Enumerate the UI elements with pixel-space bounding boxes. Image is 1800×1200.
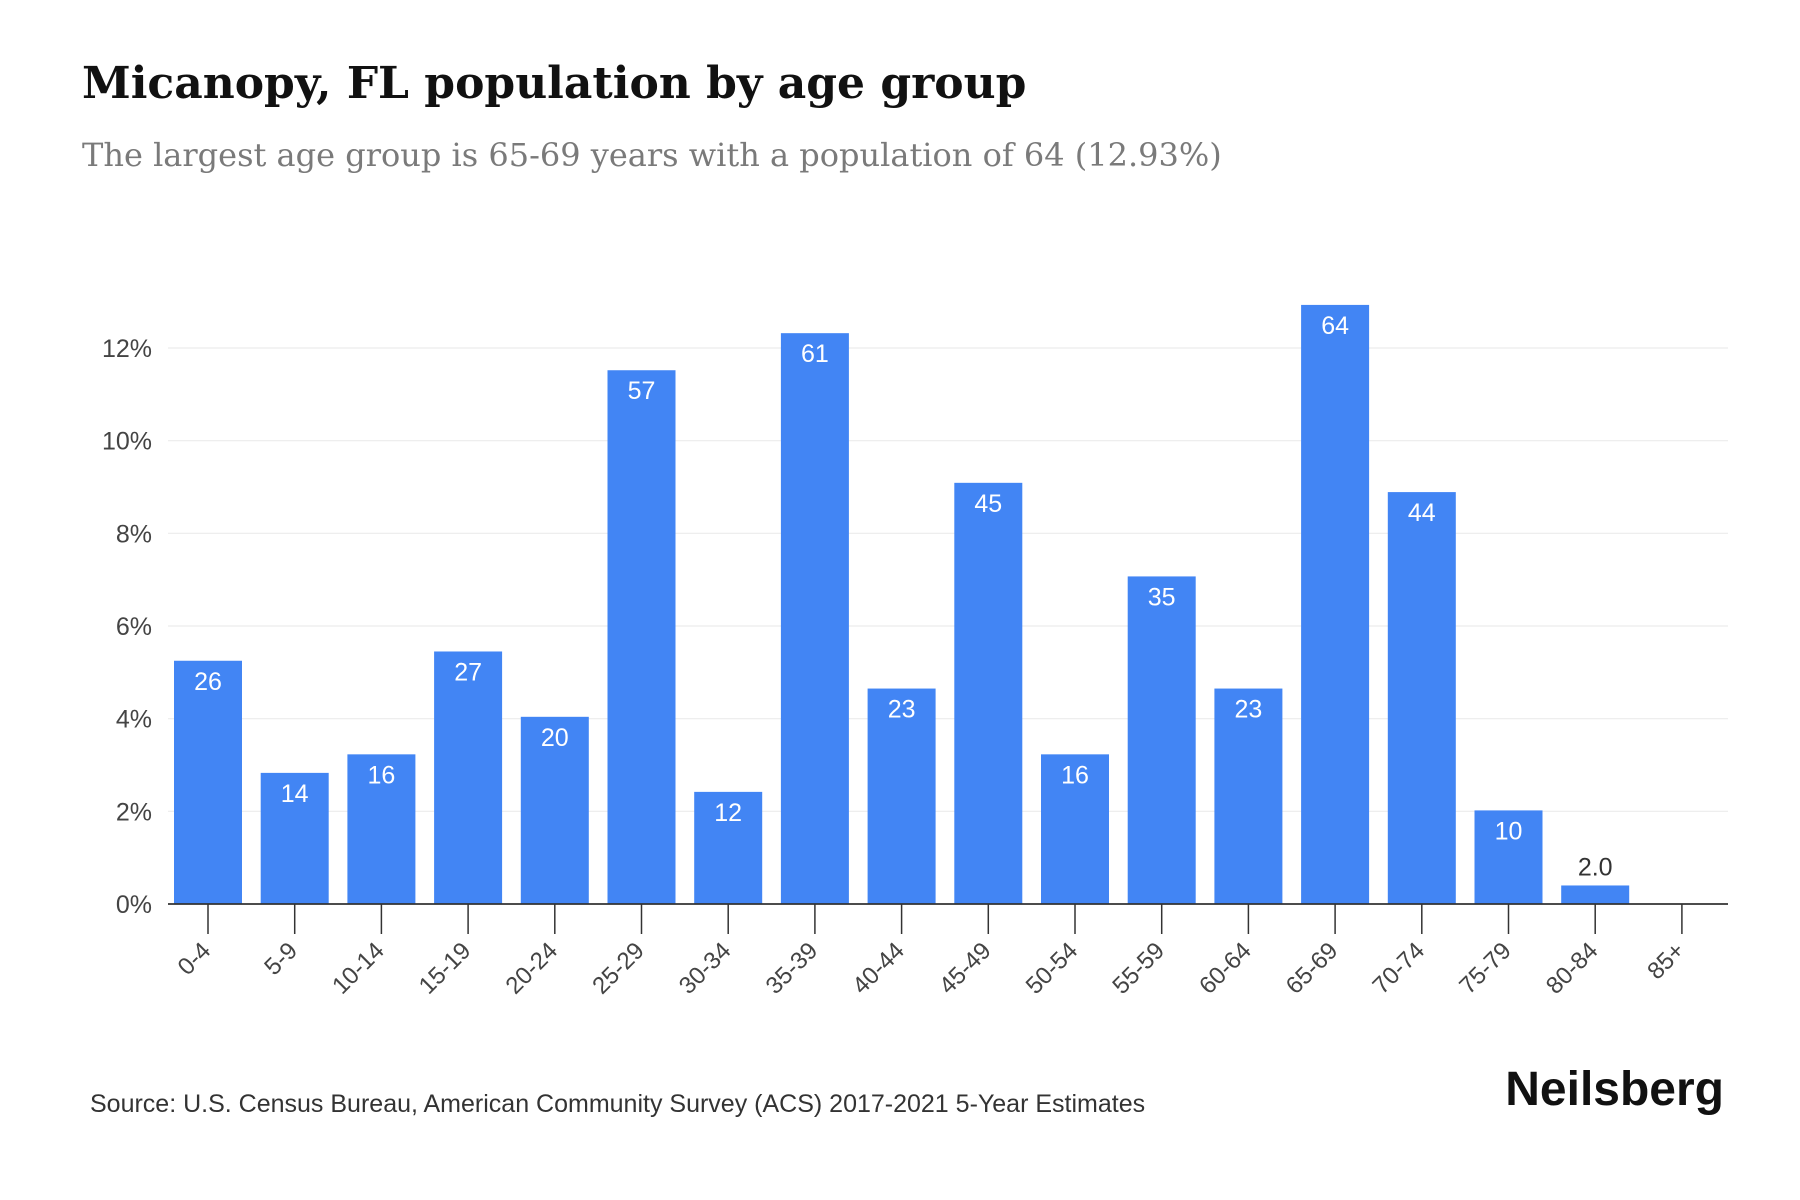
bar-value-label: 14 [281,780,309,808]
source-note: Source: U.S. Census Bureau, American Com… [90,1090,1146,1118]
chart-title: Micanopy, FL population by age group [82,58,1027,109]
x-tick-label: 40-44 [847,937,910,1000]
bar [434,651,503,904]
bar-value-label: 64 [1321,312,1349,340]
bar [867,688,936,904]
y-tick-label: 10% [102,428,152,456]
x-tick-label: 60-64 [1194,937,1257,1000]
bar [1387,492,1456,904]
bar-value-label: 12 [714,799,742,827]
x-tick-label: 0-4 [173,937,217,981]
x-tick-label: 45-49 [934,937,997,1000]
bar-value-label: 57 [628,377,656,405]
bar-value-label: 27 [454,658,482,686]
bar [1561,885,1630,904]
bar [954,482,1023,904]
x-tick-label: 5-9 [259,937,303,981]
bar-value-label: 16 [1061,761,1089,789]
bar-value-label: 61 [801,340,829,368]
x-tick-label: 15-19 [414,937,477,1000]
bar-value-label: 20 [541,724,569,752]
bar [1301,304,1370,904]
x-tick-label: 35-39 [761,937,824,1000]
x-tick-label: 75-79 [1454,937,1517,1000]
y-tick-label: 2% [116,798,152,826]
bar-value-label: 26 [194,668,222,696]
y-tick-label: 8% [116,520,152,548]
x-tick-label: 25-29 [587,937,650,1000]
y-tick-label: 0% [116,891,152,919]
bar [694,791,763,904]
bar-value-label: 45 [974,490,1002,518]
x-tick-label: 30-34 [674,937,737,1000]
bar [174,660,242,904]
bar-chart: 0% 2% 4% 6% 8% 10% 12% 26 0-4 14 5-9 16 10-14 27 15-19… [102,304,1728,1000]
bar-value-label: 35 [1148,583,1176,611]
bar-value-label: 16 [367,761,395,789]
bar [1041,754,1109,904]
y-tick-label: 4% [116,706,152,734]
bar [607,370,676,904]
y-tick-label: 12% [102,335,152,363]
x-tick-label: 85+ [1642,937,1690,985]
x-tick-label: 20-24 [501,937,564,1000]
x-tick-label: 65-69 [1281,937,1344,1000]
brand-logo: Neilsberg [1505,1063,1724,1116]
y-tick-label: 6% [116,613,152,641]
bar-value-label: 23 [888,696,916,724]
bar [520,716,589,904]
bar [347,754,416,904]
chart-subtitle: The largest age group is 65-69 years wit… [82,136,1222,174]
x-tick-label: 70-74 [1368,937,1431,1000]
bar [1474,810,1543,904]
bar-value-label: 2.0 [1578,853,1613,881]
x-tick-label: 10-14 [327,937,390,1000]
x-tick-label: 55-59 [1107,937,1170,1000]
x-tick-label: 80-84 [1541,937,1604,1000]
bar-value-label: 10 [1495,817,1523,845]
bar-value-label: 23 [1234,696,1262,724]
x-tick-label: 50-54 [1021,937,1084,1000]
bar [1214,688,1283,904]
bar-value-label: 44 [1408,499,1436,527]
bar [1127,576,1196,904]
bar [780,333,849,904]
bar [260,772,329,904]
